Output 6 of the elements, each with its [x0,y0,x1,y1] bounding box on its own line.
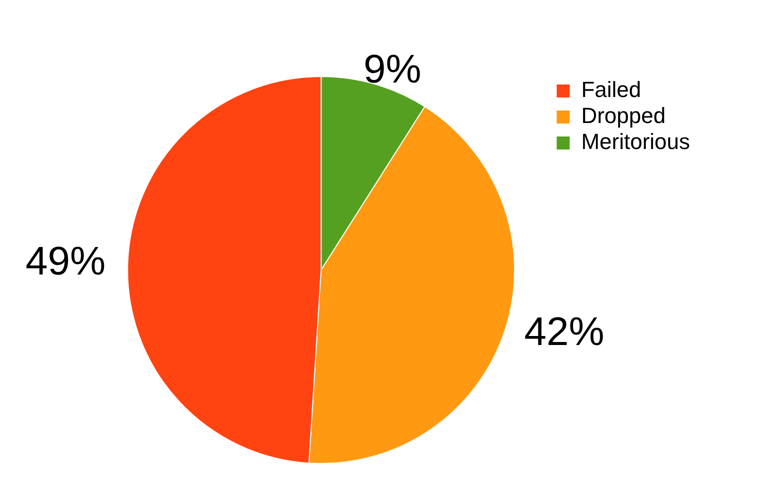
data-label: 42% [524,310,604,354]
legend-label: Failed [581,77,642,102]
legend-label: Dropped [581,103,666,128]
data-label: 9% [364,47,422,92]
data-label: 49% [26,240,106,284]
legend-label: Meritorious [581,129,690,154]
